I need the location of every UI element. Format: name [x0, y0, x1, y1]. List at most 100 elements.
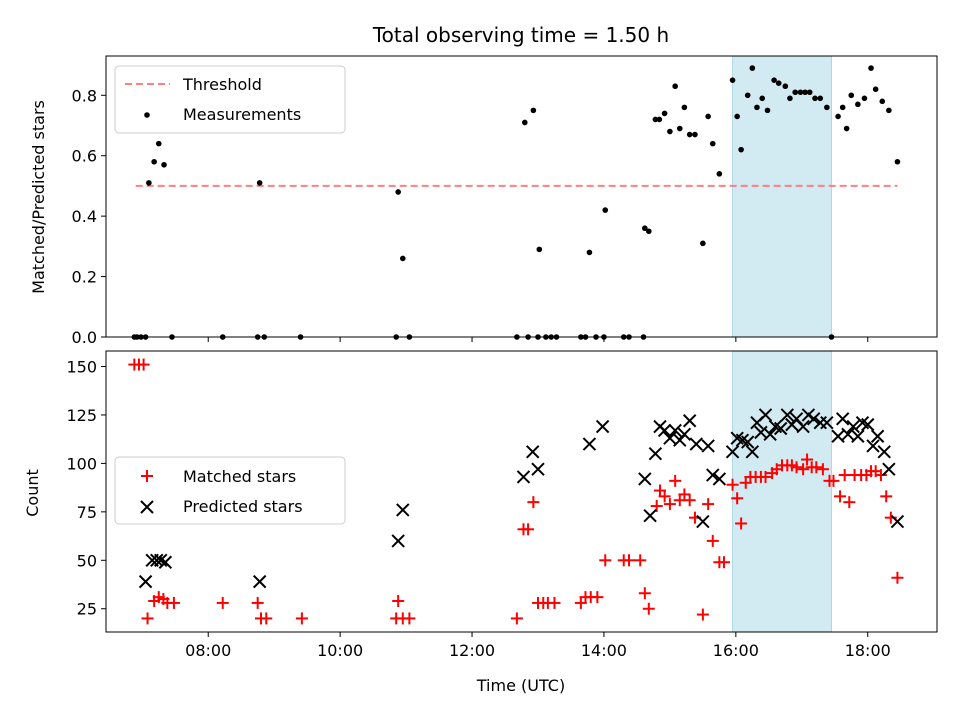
- x-tick-label: 14:00: [581, 641, 627, 660]
- measurement-point: [656, 116, 663, 123]
- measurement-point: [759, 95, 766, 102]
- top-y-tick-label: 0.2: [72, 268, 97, 287]
- measurement-point: [787, 95, 793, 102]
- matched-stars-point: [696, 608, 709, 621]
- bottom-panel: 25 50 75 100 125 150 08:00 10:00 12:00 14:00 16:00…: [23, 350, 938, 695]
- matched-stars-point: [548, 596, 561, 609]
- matched-stars-point: [650, 500, 663, 513]
- measurement-point: [839, 104, 846, 111]
- top-legend-box: [114, 65, 346, 134]
- matched-stars-point: [827, 474, 840, 487]
- predicted-stars-point: [657, 423, 672, 438]
- bottom-axes-frame: [105, 350, 938, 633]
- measurement-point: [256, 180, 263, 186]
- top-axes: 0.0 0.2 0.4 0.6 0.8: [72, 86, 869, 347]
- measurement-point: [861, 95, 868, 102]
- measurement-point: [661, 110, 668, 117]
- measurement-point: [894, 158, 901, 165]
- measurement-point: [681, 104, 688, 111]
- predicted-stars-point: [866, 439, 880, 453]
- predicted-stars-point: [890, 514, 905, 529]
- measurement-point: [729, 77, 736, 83]
- matched-stars-point: [658, 490, 671, 503]
- bottom-y-tick-label: 50: [77, 551, 97, 570]
- top-axes-frame: [105, 55, 938, 338]
- measurement-point: [155, 140, 162, 147]
- matched-stars-point: [216, 596, 229, 609]
- bottom-y-tick-label: 100: [66, 454, 97, 473]
- top-y-tick-label: 0.0: [72, 328, 97, 347]
- matched-stars-point: [880, 490, 893, 503]
- measurement-point: [146, 180, 152, 186]
- bottom-y-tick-label: 25: [77, 600, 97, 619]
- measurement-point: [879, 98, 886, 105]
- measurements-legend-swatch: [144, 112, 150, 118]
- matched-stars-point: [137, 358, 150, 371]
- predicted-stars-point: [820, 415, 834, 430]
- bottom-y-tick-label: 75: [77, 503, 97, 522]
- measurement-point: [399, 255, 406, 262]
- matched-stars-point: [884, 511, 897, 524]
- x-tick-label: 10:00: [317, 641, 363, 660]
- measurement-point: [536, 246, 543, 253]
- predicted-stars-point: [158, 555, 173, 569]
- matched-stars-point: [717, 556, 730, 569]
- bottom-highlight-span: [732, 350, 832, 633]
- measurement-point: [521, 119, 528, 126]
- matched-stars-point: [891, 571, 904, 584]
- x-tick-label: 12:00: [449, 641, 495, 660]
- measurement-point: [734, 113, 740, 120]
- predicted-stars-point: [725, 445, 740, 459]
- measurement-point: [672, 83, 678, 90]
- matched-stars-point: [623, 554, 636, 567]
- predicted-stars-point: [138, 574, 153, 589]
- predicted-stars-point: [870, 429, 885, 443]
- measurement-point: [642, 225, 648, 232]
- predicted-stars-point: [712, 472, 727, 486]
- measurement-point: [667, 128, 673, 135]
- measurement-point: [855, 101, 861, 108]
- threshold-legend-label: Threshold: [182, 75, 262, 94]
- matched-stars-point: [295, 612, 308, 625]
- top-y-tick-label: 0.8: [72, 86, 97, 105]
- bottom-legend-box: [114, 456, 346, 525]
- measurement-point: [151, 158, 157, 165]
- predicted-stars-point: [877, 445, 891, 459]
- predicted-stars-point: [252, 574, 267, 589]
- matched-stars-point: [731, 492, 744, 505]
- measurement-point: [775, 80, 782, 86]
- matched-stars-point: [702, 498, 715, 511]
- measurement-point: [686, 131, 693, 138]
- measurement-point: [395, 189, 401, 195]
- predicted-stars-point: [391, 534, 405, 548]
- measurement-point: [812, 95, 818, 102]
- predicted-stars-point: [846, 419, 860, 434]
- measurement-point: [782, 83, 789, 90]
- measurement-point: [652, 116, 659, 123]
- top-legend: Threshold Measurements: [114, 65, 346, 134]
- matched-stars-point: [599, 554, 612, 567]
- predicted-stars-point: [861, 417, 875, 432]
- measurement-point: [771, 77, 777, 83]
- predicted-legend-swatch: [140, 500, 154, 514]
- matched-stars-point: [141, 612, 154, 625]
- predicted-stars-point: [677, 427, 692, 442]
- measurement-point: [817, 95, 824, 102]
- matched-stars-point: [642, 602, 655, 615]
- predicted-stars-point: [595, 419, 610, 434]
- matched-stars-point: [403, 612, 416, 625]
- x-tick-label: 08:00: [185, 641, 231, 660]
- predicted-stars-point: [882, 462, 896, 476]
- top-plot-marks: [131, 65, 901, 340]
- predicted-stars-point: [851, 429, 865, 443]
- x-tick-label: 18:00: [845, 641, 891, 660]
- top-panel: 0.00.20.40.60.8 Matched/Predicted stars …: [29, 55, 938, 347]
- measurement-point: [824, 104, 830, 111]
- matched-stars-point: [663, 498, 676, 511]
- measurement-point: [848, 92, 855, 99]
- matched-stars-point: [260, 612, 273, 625]
- matched-stars-point: [591, 591, 604, 604]
- predicted-stars-point: [741, 435, 755, 449]
- predicted-stars-point: [835, 412, 850, 426]
